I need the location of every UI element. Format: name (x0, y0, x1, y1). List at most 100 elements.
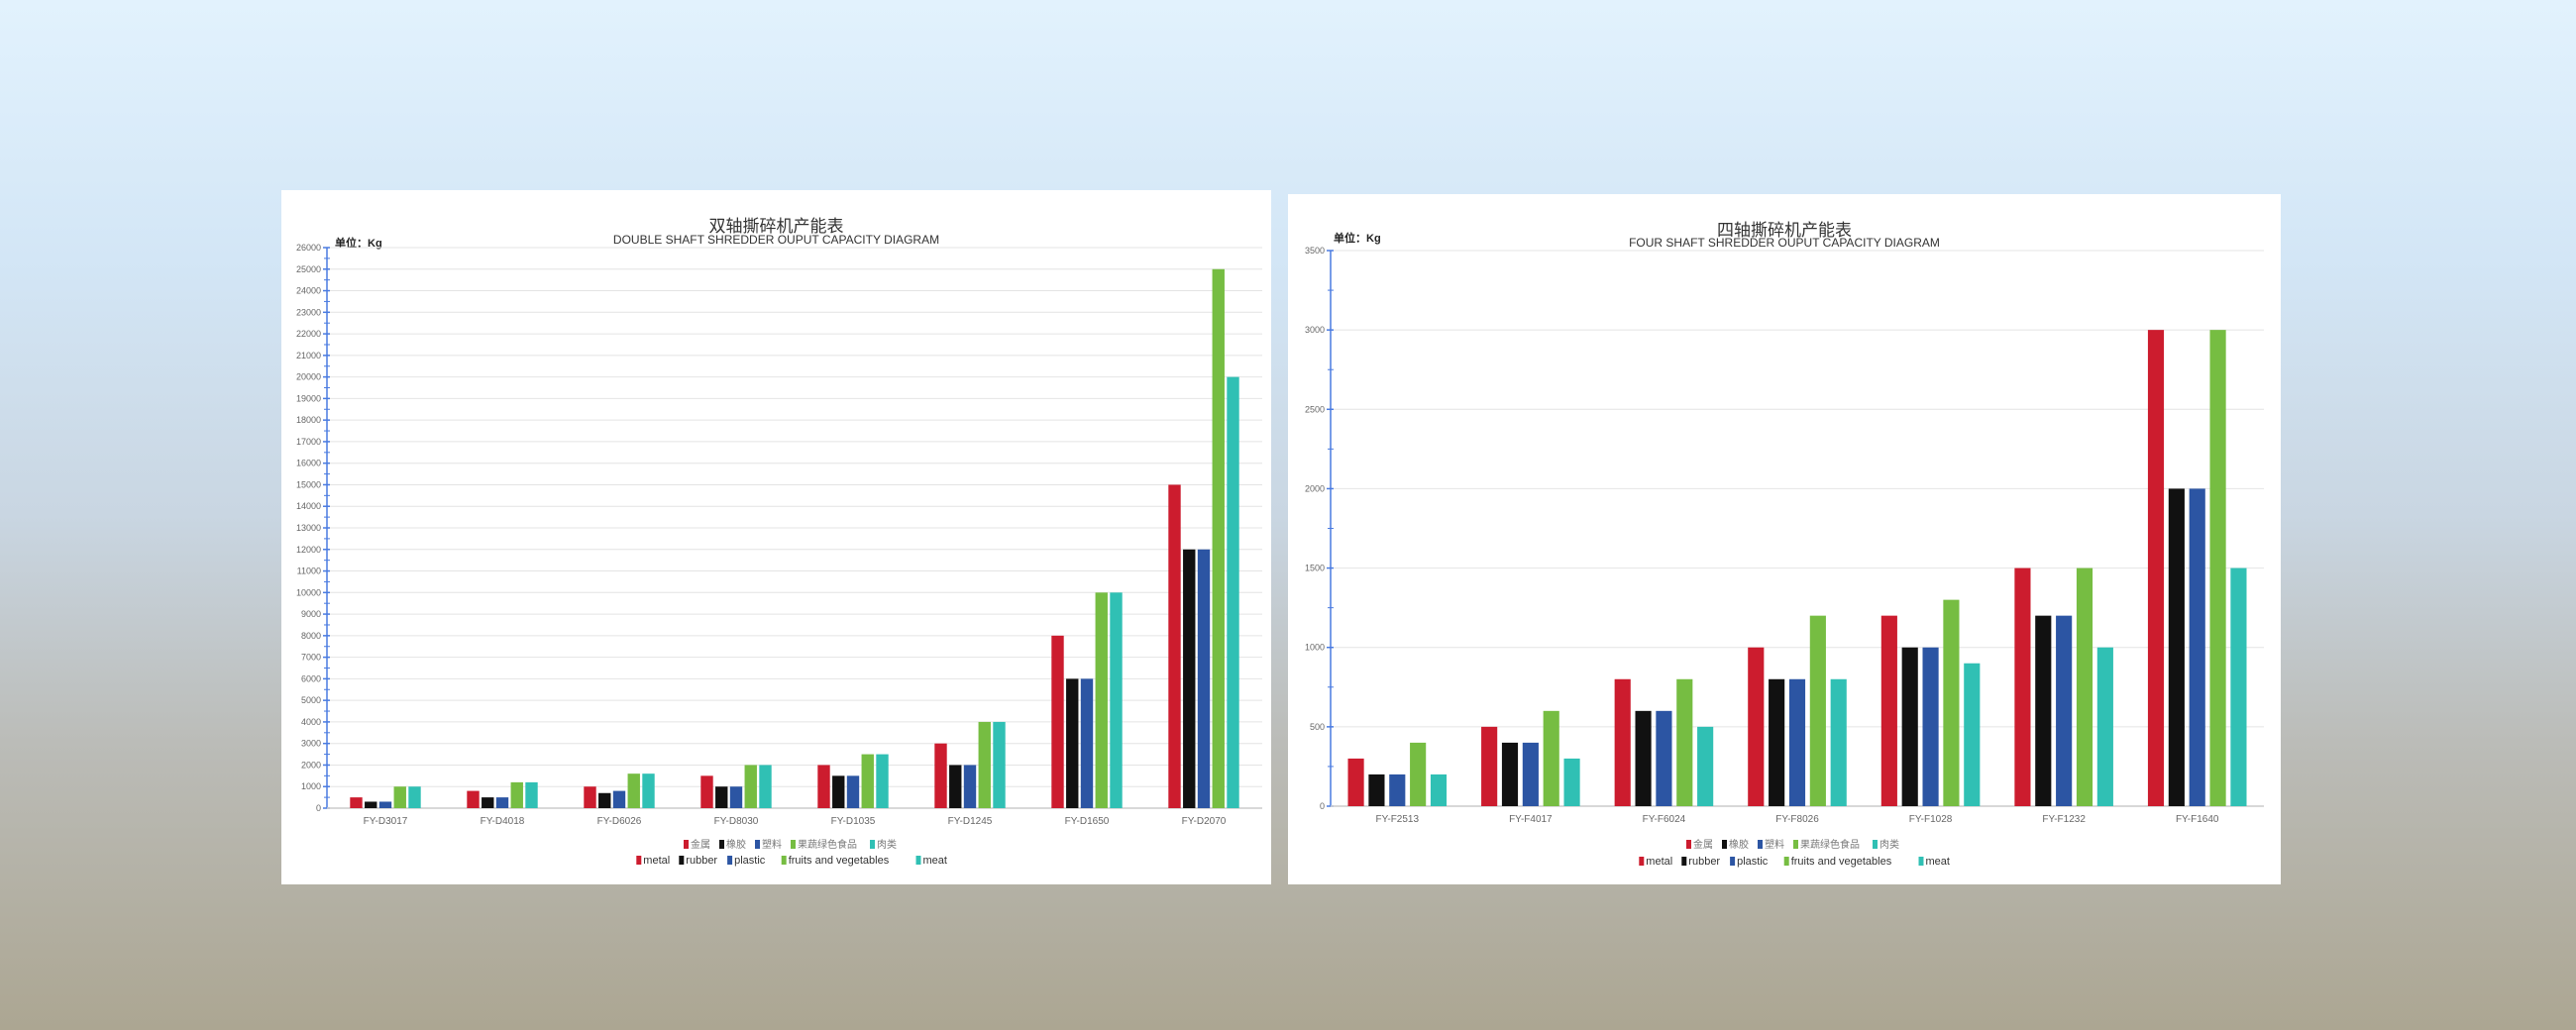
legend-item[interactable]: 肉类 (1879, 838, 1899, 851)
legend-swatch (1918, 857, 1924, 866)
bar-fruits-and-vegetables-FY-D8030 (744, 765, 757, 808)
y-tick-label: 17000 (296, 437, 321, 447)
y-tick-label: 1500 (1305, 564, 1325, 573)
y-tick-label: 6000 (301, 673, 321, 683)
legend-item[interactable]: meat (1926, 856, 1950, 868)
bar-rubber-FY-F1232 (2035, 615, 2052, 806)
legend-swatch (791, 840, 796, 849)
legend-item[interactable]: 塑料 (762, 838, 782, 851)
bar-rubber-FY-F4017 (1501, 742, 1519, 806)
legend-item[interactable]: 果蔬绿色食品 (1800, 838, 1860, 851)
x-tick-label: FY-D8030 (714, 816, 759, 827)
bar-rubber-FY-D8030 (715, 786, 728, 808)
bar-rubber-FY-D1650 (1066, 678, 1079, 808)
y-tick-label: 16000 (296, 459, 321, 468)
legend-item[interactable]: fruits and vegetables (789, 855, 890, 867)
bar-fruits-and-vegetables-FY-F1640 (2209, 330, 2226, 806)
bar-meat-FY-F8026 (1830, 678, 1847, 806)
legend-item[interactable]: 塑料 (1765, 838, 1784, 851)
legend-item[interactable]: 肉类 (877, 838, 897, 851)
y-tick-label: 15000 (296, 479, 321, 489)
bar-rubber-FY-F1640 (2168, 488, 2185, 806)
legend-item[interactable]: fruits and vegetables (1791, 856, 1892, 868)
legend-item[interactable]: 橡胶 (1729, 838, 1749, 851)
legend-item[interactable]: plastic (1737, 856, 1769, 868)
legend-item[interactable]: metal (643, 855, 670, 867)
legend-swatch (679, 856, 685, 865)
bar-plastic-FY-F1232 (2056, 615, 2073, 806)
legend-item[interactable]: 橡胶 (726, 838, 746, 851)
unit-label: 单位：Kg (1334, 233, 1381, 245)
four-shaft-bar-chart: 0 500 1000 1500 2000 2500 3000 3500 FY-F2513 FY-F… (1305, 246, 2264, 868)
double-shaft-bar-chart: 0 1000 2000 3000 4000 5000 6000 7000 8000 9000 100… (296, 243, 1262, 867)
bar-rubber-FY-D6026 (598, 792, 611, 808)
y-tick-label: 11000 (297, 566, 321, 576)
legend-swatch (1758, 840, 1763, 849)
legend-swatch (1730, 857, 1736, 866)
legend-item[interactable]: meat (923, 855, 947, 867)
legend-item[interactable]: plastic (734, 855, 766, 867)
y-tick-label: 4000 (301, 717, 321, 727)
legend-swatch (684, 840, 689, 849)
y-tick-label: 5000 (301, 695, 321, 705)
y-tick-label: 0 (1320, 801, 1325, 811)
x-tick-label: FY-D1650 (1065, 816, 1110, 827)
bar-metal-FY-D4018 (467, 790, 480, 808)
bar-plastic-FY-F4017 (1522, 742, 1539, 806)
bar-plastic-FY-D2070 (1197, 549, 1211, 808)
bar-rubber-FY-F8026 (1769, 678, 1785, 806)
y-tick-label: 0 (316, 803, 321, 813)
bar-metal-FY-D6026 (584, 786, 596, 808)
bar-metal-FY-F8026 (1748, 647, 1765, 806)
x-tick-label: FY-D1245 (948, 816, 993, 827)
legend-swatch (1793, 840, 1798, 849)
bar-plastic-FY-F1028 (1922, 647, 1939, 806)
x-tick-label: FY-F1028 (1909, 814, 1953, 825)
x-tick-label: FY-F1640 (2176, 814, 2219, 825)
bar-meat-FY-D2070 (1227, 376, 1239, 808)
bar-metal-FY-F2513 (1347, 758, 1364, 806)
legend-swatch (1681, 857, 1687, 866)
bar-meat-FY-F4017 (1563, 758, 1580, 806)
y-tick-label: 18000 (296, 415, 321, 425)
y-tick-label: 10000 (296, 587, 321, 597)
bar-plastic-FY-D1650 (1080, 678, 1094, 808)
bar-meat-FY-F1640 (2230, 567, 2247, 806)
bar-meat-FY-D8030 (759, 765, 772, 808)
bar-rubber-FY-D1245 (949, 765, 962, 808)
legend-item[interactable]: 金属 (1693, 838, 1713, 851)
y-tick-label: 12000 (296, 545, 321, 555)
four-shaft-chart-panel: 四轴撕碎机产能表 FOUR SHAFT SHREDDER OUPUT CAPAC… (1288, 194, 2281, 884)
legend-item[interactable]: rubber (686, 855, 717, 867)
bar-plastic-FY-F6024 (1656, 710, 1672, 806)
chart-title: 双轴撕碎机产能表 (708, 217, 844, 237)
legend-swatch (1873, 840, 1878, 849)
x-tick-label: FY-F1232 (2042, 814, 2086, 825)
bar-fruits-and-vegetables-FY-D1035 (861, 754, 874, 808)
x-tick-label: FY-F2513 (1376, 814, 1420, 825)
legend-swatch (636, 856, 642, 865)
legend-cn: 金属 橡胶 塑料 果蔬绿色食品 肉类 (1686, 838, 1899, 851)
bar-rubber-FY-F2513 (1368, 773, 1385, 806)
legend-item[interactable]: rubber (1688, 856, 1720, 868)
bar-meat-FY-D1035 (876, 754, 889, 808)
bar-fruits-and-vegetables-FY-D1245 (978, 721, 991, 808)
bar-plastic-FY-D3017 (378, 801, 392, 808)
y-tick-label: 25000 (296, 264, 321, 274)
bar-rubber-FY-F1028 (1901, 647, 1918, 806)
legend-swatch (915, 856, 921, 865)
x-tick-label: FY-D4018 (481, 816, 525, 827)
y-tick-label: 23000 (296, 307, 321, 317)
y-tick-label: 24000 (296, 286, 321, 296)
legend-swatch (781, 856, 787, 865)
legend-item[interactable]: 金属 (691, 838, 710, 851)
bar-meat-FY-D3017 (408, 786, 421, 808)
legend-swatch (755, 840, 760, 849)
bar-meat-FY-D1245 (993, 721, 1006, 808)
bar-plastic-FY-F8026 (1788, 678, 1806, 806)
legend-item[interactable]: 果蔬绿色食品 (798, 838, 857, 851)
y-tick-label: 14000 (296, 501, 321, 511)
legend-item[interactable]: metal (1646, 856, 1672, 868)
bar-fruits-and-vegetables-FY-D6026 (627, 773, 640, 808)
unit-label: 单位：Kg (335, 238, 382, 250)
